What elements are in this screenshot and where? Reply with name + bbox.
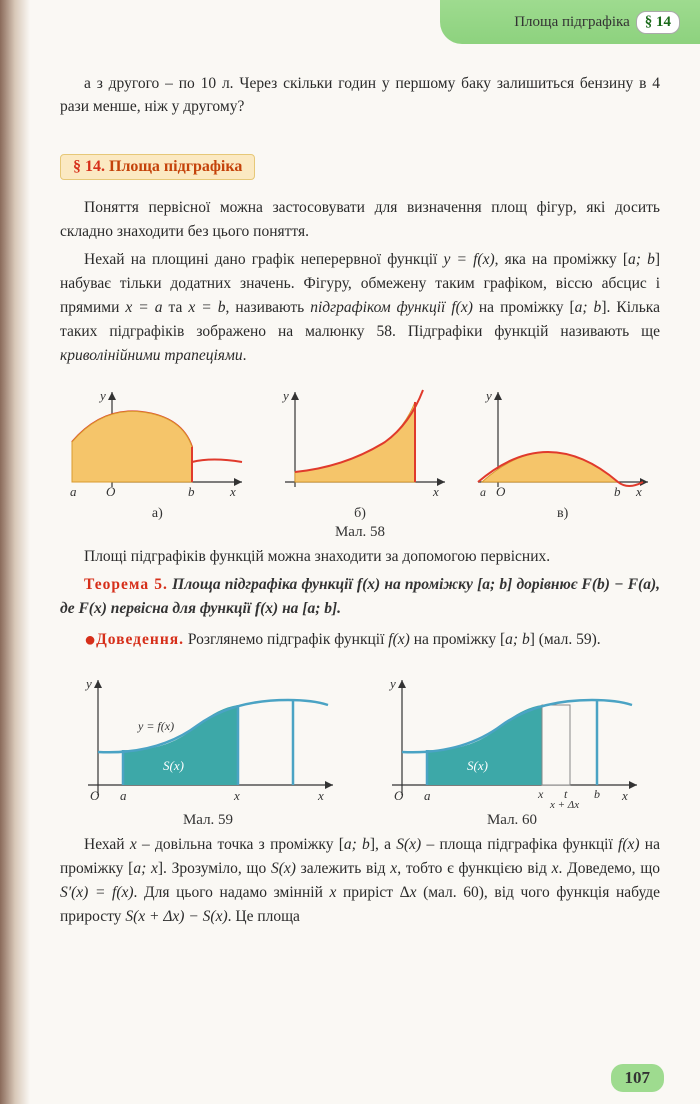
theorem-label: Теорема 5. [84, 576, 168, 593]
figure-59-label: Мал. 59 [183, 812, 233, 829]
figure-58a: a O b x y а) [60, 382, 255, 522]
paragraph-2: Нехай на площині дано графік неперервної… [60, 248, 660, 368]
figure-59-60-row: O a x x y y = f(x) S(x) Мал. 59 [60, 670, 660, 829]
svg-text:y: y [484, 388, 492, 403]
textbook-page: Площа підграфіка § 14 а з другого – по 1… [0, 0, 700, 1104]
svg-text:x + Δx: x + Δx [549, 799, 579, 810]
figure-59: O a x x y y = f(x) S(x) Мал. 59 [60, 670, 356, 829]
svg-text:y: y [281, 388, 289, 403]
svg-text:a: a [480, 485, 486, 499]
svg-text:x: x [432, 484, 439, 499]
paragraph-1: Поняття первісної можна застосовувати дл… [60, 196, 660, 244]
fig58a-caption: а) [152, 506, 163, 522]
svg-text:S(x): S(x) [163, 758, 184, 773]
graph-58a-svg: a O b x y [62, 382, 252, 502]
fig58b-caption: б) [354, 506, 366, 522]
svg-text:x: x [621, 788, 628, 803]
proof-label: Доведення. [96, 631, 184, 648]
figure-60-label: Мал. 60 [487, 812, 537, 829]
figure-60: O a x t b x x + Δx y S(x) Мал. 60 [364, 670, 660, 829]
svg-text:x: x [233, 788, 240, 803]
svg-text:x: x [537, 787, 544, 801]
svg-text:O: O [496, 484, 506, 499]
header-section-badge: § 14 [636, 11, 680, 34]
figure-58c: a O b x y в) [465, 382, 660, 522]
svg-text:x: x [229, 484, 236, 499]
svg-text:y: y [388, 676, 396, 691]
theorem-5: Теорема 5. Площа підграфіка функції f(x)… [60, 573, 660, 621]
svg-text:O: O [394, 788, 404, 803]
svg-text:S(x): S(x) [467, 758, 488, 773]
section-title: Площа підграфіка [109, 158, 242, 175]
svg-text:a: a [120, 788, 127, 803]
proof-line: ●Доведення. Розглянемо підграфік функції… [60, 625, 660, 656]
svg-text:O: O [106, 484, 116, 499]
svg-text:x: x [635, 484, 642, 499]
paragraph-4: Нехай x – довільна точка з проміжку [a; … [60, 833, 660, 929]
graph-60-svg: O a x t b x x + Δx y S(x) [372, 670, 652, 810]
header-title: Площа підграфіка [514, 14, 630, 31]
svg-text:y = f(x): y = f(x) [137, 719, 174, 733]
fig58c-caption: в) [557, 506, 568, 522]
bullet-icon: ● [84, 629, 96, 651]
paragraph-3: Площі підграфіків функцій можна знаходит… [60, 545, 660, 569]
svg-text:a: a [70, 484, 77, 499]
section-number: § 14. [73, 158, 105, 175]
section-heading: § 14. Площа підграфіка [60, 154, 255, 180]
binding-shadow [0, 0, 30, 1104]
svg-text:b: b [594, 787, 600, 801]
svg-text:b: b [614, 484, 621, 499]
svg-text:a: a [424, 788, 431, 803]
figure-58-row: a O b x y а) x y б) [60, 382, 660, 522]
figure-58-label: Мал. 58 [60, 524, 660, 541]
carryover-problem-text: а з другого – по 10 л. Через скільки год… [60, 72, 660, 119]
running-header: Площа підграфіка § 14 [440, 0, 700, 44]
svg-text:x: x [317, 788, 324, 803]
figure-58b: x y б) [263, 382, 458, 522]
graph-58c-svg: a O b x y [468, 382, 658, 502]
svg-text:y: y [84, 676, 92, 691]
svg-text:b: b [188, 484, 195, 499]
page-number: 107 [611, 1064, 665, 1092]
svg-text:O: O [90, 788, 100, 803]
graph-59-svg: O a x x y y = f(x) S(x) [68, 670, 348, 810]
proof-text: Розглянемо підграфік функції f(x) на про… [188, 631, 601, 648]
svg-text:y: y [98, 388, 106, 403]
graph-58b-svg: x y [265, 382, 455, 502]
